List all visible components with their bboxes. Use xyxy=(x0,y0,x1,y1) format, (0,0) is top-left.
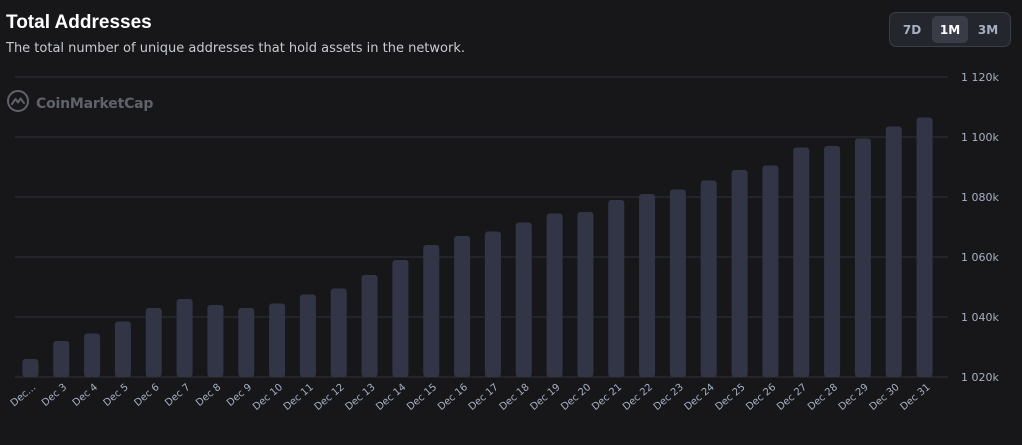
bar[interactable] xyxy=(22,359,39,377)
bar[interactable] xyxy=(207,305,224,377)
coinmarketcap-logo-icon xyxy=(6,89,30,118)
bar[interactable] xyxy=(731,170,748,377)
x-tick-label: Dec 27 xyxy=(775,382,809,413)
x-tick-label: Dec 31 xyxy=(898,382,932,413)
x-tick-label: Dec 29 xyxy=(837,382,871,413)
bar[interactable] xyxy=(269,303,286,378)
bar[interactable] xyxy=(145,308,162,377)
bar[interactable] xyxy=(53,341,70,377)
y-tick-label: 1 060k xyxy=(961,251,999,264)
chart-subtitle: The total number of unique addresses tha… xyxy=(6,41,465,56)
x-tick-label: Dec 12 xyxy=(313,382,347,413)
x-tick-label: Dec 22 xyxy=(621,382,655,413)
x-tick-label: Dec 3 xyxy=(40,382,69,409)
bar[interactable] xyxy=(608,200,625,377)
bar[interactable] xyxy=(454,236,471,377)
bar[interactable] xyxy=(299,294,316,378)
x-tick-label: Dec 11 xyxy=(282,382,316,413)
range-7d-button[interactable]: 7D xyxy=(902,22,922,37)
bar[interactable] xyxy=(423,245,440,377)
x-tick-label: Dec 28 xyxy=(806,382,840,413)
bar[interactable] xyxy=(639,194,656,377)
bar[interactable] xyxy=(854,138,871,378)
bar[interactable] xyxy=(700,180,717,378)
bar[interactable] xyxy=(484,231,501,378)
x-tick-label: Dec 13 xyxy=(343,382,377,413)
x-tick-label: Dec 18 xyxy=(498,382,532,413)
x-tick-label: Dec 16 xyxy=(436,382,470,413)
bar[interactable] xyxy=(392,260,409,377)
bar[interactable] xyxy=(546,213,563,378)
x-tick-label: Dec 17 xyxy=(467,382,501,413)
bar[interactable] xyxy=(762,165,779,378)
watermark-text: CoinMarketCap xyxy=(36,95,154,112)
range-3m-button[interactable]: 3M xyxy=(977,22,999,37)
y-tick-label: 1 120k xyxy=(961,71,999,84)
x-tick-label: Dec 8 xyxy=(194,382,223,409)
x-tick-label: Dec 19 xyxy=(528,382,562,413)
bar[interactable] xyxy=(361,275,378,377)
range-1m-button[interactable]: 1M xyxy=(932,16,968,43)
x-tick-label: Dec 23 xyxy=(652,382,686,413)
x-tick-label: Dec 14 xyxy=(374,382,408,413)
bar[interactable] xyxy=(669,189,686,378)
x-tick-label: Dec 26 xyxy=(744,382,778,413)
y-tick-label: 1 100k xyxy=(961,131,999,144)
x-tick-label: Dec 9 xyxy=(225,382,254,409)
bar[interactable] xyxy=(793,147,810,378)
bar[interactable] xyxy=(330,288,347,378)
bar[interactable] xyxy=(238,308,255,377)
x-tick-label: Dec 15 xyxy=(405,382,439,413)
y-tick-label: 1 040k xyxy=(961,311,999,324)
x-tick-label: Dec 4 xyxy=(71,382,100,409)
bar[interactable] xyxy=(577,212,594,377)
x-tick-label: Dec 20 xyxy=(559,382,593,413)
bar[interactable] xyxy=(885,126,902,378)
y-tick-label: 1 080k xyxy=(961,191,999,204)
bar[interactable] xyxy=(515,222,532,378)
bar[interactable] xyxy=(84,333,101,378)
time-range-toggle: 7D 1M 3M xyxy=(889,12,1011,47)
x-tick-label: Dec 7 xyxy=(163,382,192,409)
bar[interactable] xyxy=(176,299,193,377)
watermark: CoinMarketCap xyxy=(6,89,153,118)
x-tick-label: Dec 25 xyxy=(713,382,747,413)
y-tick-label: 1 020k xyxy=(961,371,999,384)
bar[interactable] xyxy=(916,117,933,378)
chart-title: Total Addresses xyxy=(6,12,152,33)
bar[interactable] xyxy=(114,321,131,378)
x-tick-label: Dec 30 xyxy=(868,382,902,413)
x-tick-label: Dec 10 xyxy=(251,382,285,413)
x-tick-label: Dec… xyxy=(9,382,39,409)
x-tick-label: Dec 21 xyxy=(590,382,624,413)
x-tick-label: Dec 5 xyxy=(102,382,131,409)
x-tick-label: Dec 6 xyxy=(132,382,161,409)
x-tick-label: Dec 24 xyxy=(683,382,717,413)
bar[interactable] xyxy=(824,146,841,377)
